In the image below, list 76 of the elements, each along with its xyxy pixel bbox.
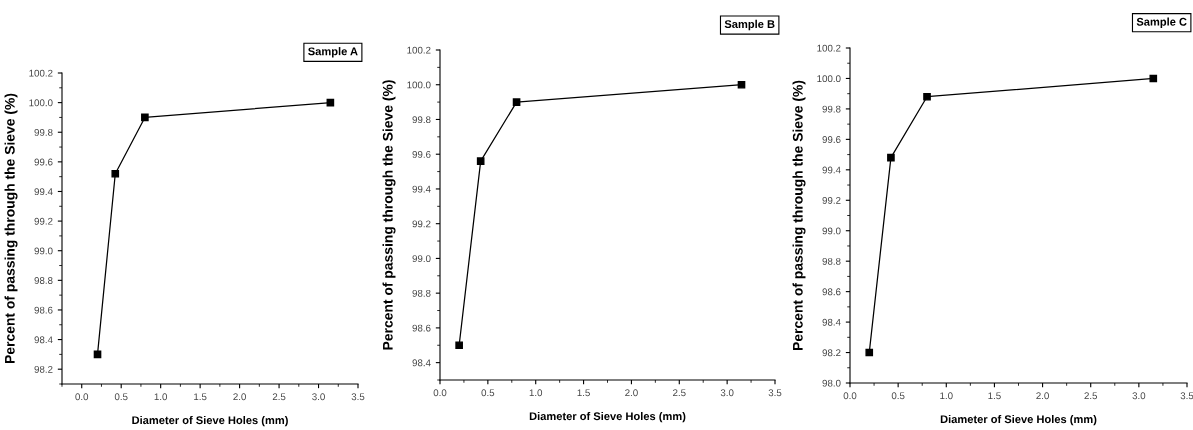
x-tick-label: 2.0 bbox=[233, 393, 246, 401]
y-tick-label: 99.0 bbox=[822, 227, 841, 235]
x-tick-label: 2.5 bbox=[272, 393, 286, 401]
x-tick-label: 0.0 bbox=[843, 392, 857, 400]
point bbox=[476, 157, 485, 165]
x-tick-label: 1.5 bbox=[577, 389, 590, 397]
point bbox=[455, 341, 463, 350]
x-tick-label: 3.0 bbox=[720, 389, 734, 397]
y-tick-label: 99.8 bbox=[34, 128, 53, 136]
x-tick-label: 1.0 bbox=[154, 393, 168, 401]
x-tick-label: 2.5 bbox=[1084, 392, 1098, 400]
x-tick-label: 0.5 bbox=[891, 392, 905, 400]
x-tick-label: 3.5 bbox=[351, 393, 365, 401]
y-axis-title: Percent of passing through the Sieve (%) bbox=[792, 80, 806, 350]
x-tick-label: 1.5 bbox=[194, 393, 207, 401]
chart-title: Sample B bbox=[724, 19, 775, 31]
point bbox=[865, 348, 874, 357]
y-tick-label: 98.8 bbox=[34, 277, 53, 284]
y-tick-label: 99.4 bbox=[34, 188, 53, 196]
x-tick-label: 2.0 bbox=[1036, 392, 1049, 400]
y-tick-label: 99.6 bbox=[822, 136, 841, 143]
point bbox=[1149, 74, 1158, 83]
x-tick-label: 0.5 bbox=[481, 389, 495, 397]
y-tick-label: 98.4 bbox=[34, 336, 53, 344]
y-tick-label: 98.6 bbox=[412, 324, 431, 332]
x-tick-label: 3.5 bbox=[1180, 392, 1193, 400]
x-tick-label: 3.0 bbox=[312, 393, 325, 401]
y-tick-label: 98.6 bbox=[34, 306, 53, 314]
point bbox=[512, 98, 521, 106]
y-tick-label: 99.4 bbox=[412, 185, 431, 193]
y-tick-label: 98.2 bbox=[34, 365, 53, 373]
y-tick-label: 100.0 bbox=[29, 99, 53, 107]
y-tick-label: 99.6 bbox=[34, 158, 53, 166]
point bbox=[887, 153, 895, 162]
point bbox=[923, 92, 931, 101]
y-tick-label: 100.2 bbox=[407, 46, 431, 54]
x-axis-title: Diameter of Sieve Holes (mm) bbox=[132, 415, 288, 427]
y-tick-label: 99.8 bbox=[412, 116, 431, 124]
x-tick-label: 0.0 bbox=[75, 393, 89, 401]
x-tick-label: 1.0 bbox=[940, 392, 953, 400]
point bbox=[141, 113, 149, 122]
y-tick-label: 100.0 bbox=[407, 81, 431, 89]
y-tick-label: 98.0 bbox=[822, 379, 841, 387]
y-tick-label: 99.4 bbox=[822, 166, 841, 174]
y-tick-label: 100.0 bbox=[817, 75, 841, 83]
y-tick-label: 99.2 bbox=[412, 220, 431, 228]
y-tick-label: 98.8 bbox=[412, 289, 431, 297]
x-tick-label: 3.5 bbox=[768, 389, 782, 397]
point bbox=[111, 169, 120, 178]
y-tick-label: 98.6 bbox=[822, 288, 841, 296]
y-tick-label: 99.2 bbox=[822, 197, 841, 204]
y-tick-label: 100.2 bbox=[29, 69, 53, 77]
x-tick-label: 1.5 bbox=[988, 392, 1001, 400]
x-tick-label: 3.0 bbox=[1132, 392, 1146, 400]
x-tick-label: 0.5 bbox=[114, 393, 128, 401]
y-axis-title: Percent of passing through the Sieve (%) bbox=[4, 93, 18, 363]
y-tick-label: 98.4 bbox=[412, 359, 431, 367]
y-tick-label: 98.4 bbox=[822, 318, 841, 326]
y-tick-label: 99.6 bbox=[412, 150, 431, 158]
y-tick-label: 98.8 bbox=[822, 257, 841, 265]
point bbox=[737, 80, 746, 89]
y-tick-label: 99.0 bbox=[34, 247, 53, 255]
y-tick-label: 98.2 bbox=[822, 349, 841, 357]
x-tick-label: 1.0 bbox=[529, 389, 543, 397]
chart-title: Sample C bbox=[1136, 17, 1187, 28]
x-axis-title: Diameter of Sieve Holes (mm) bbox=[529, 411, 686, 423]
chart-title: Sample A bbox=[308, 47, 358, 58]
x-tick-label: 2.0 bbox=[625, 389, 638, 397]
x-tick-label: 2.5 bbox=[673, 389, 686, 397]
y-tick-label: 100.2 bbox=[817, 44, 841, 52]
y-axis-title: Percent of passing through the Sieve (%) bbox=[382, 80, 396, 350]
y-tick-label: 99.8 bbox=[822, 105, 841, 113]
y-tick-label: 99.2 bbox=[34, 217, 53, 225]
y-tick-label: 99.0 bbox=[412, 255, 431, 263]
x-axis-title: Diameter of Sieve Holes (mm) bbox=[940, 414, 1097, 426]
x-tick-label: 0.0 bbox=[433, 389, 447, 397]
